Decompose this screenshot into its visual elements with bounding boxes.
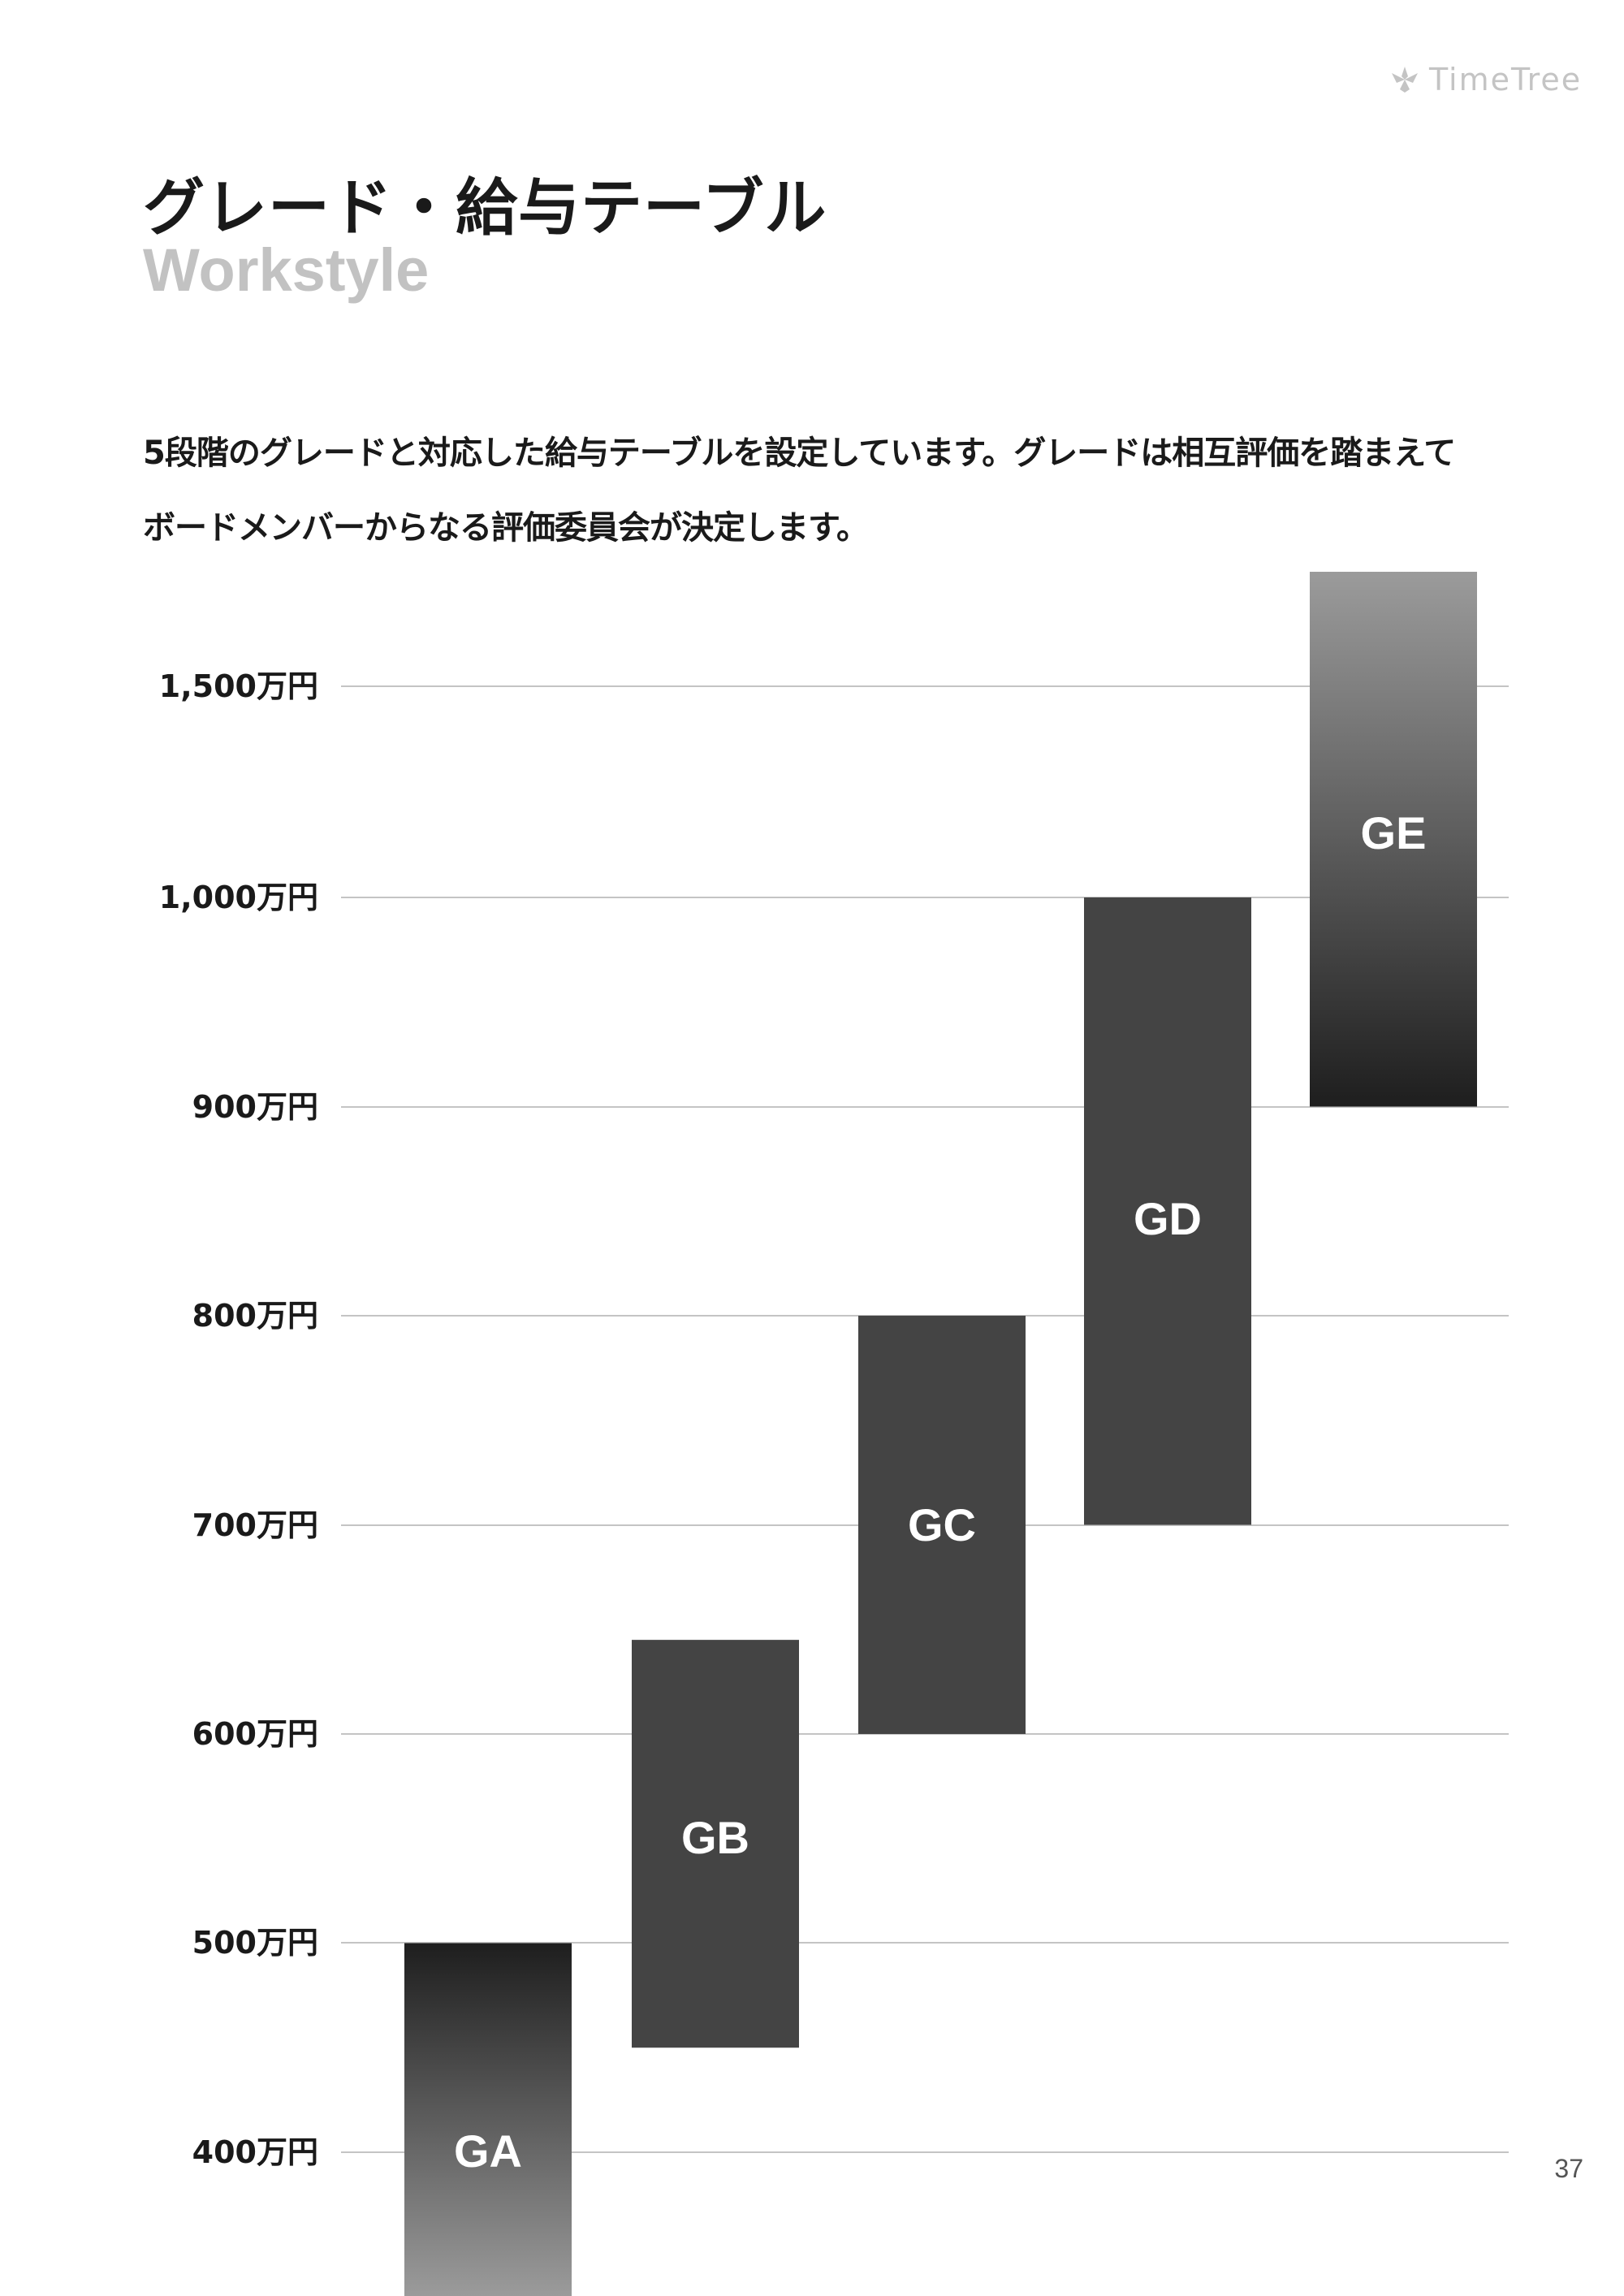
- logo-text: TimeTree: [1429, 62, 1583, 97]
- description: 5段階のグレードと対応した給与テーブルを設定しています。グレードは相互評価を踏ま…: [143, 435, 1456, 547]
- y-tick-label: 500万円: [192, 1925, 318, 1961]
- y-tick-label: 1,000万円: [159, 880, 318, 915]
- y-tick-label: 700万円: [192, 1507, 318, 1543]
- bar-gb: [632, 1640, 799, 2048]
- y-tick-label: 600万円: [192, 1716, 318, 1752]
- y-tick-label: 900万円: [192, 1089, 318, 1125]
- bar-ga: [404, 1943, 572, 2296]
- bar-gd: [1084, 897, 1251, 1525]
- bar-label-gd: GD: [1134, 1193, 1202, 1244]
- page-title: グレード・給与テーブル: [143, 171, 827, 244]
- bar-ge: [1310, 572, 1477, 1107]
- brand-logo: TimeTree: [1389, 58, 1582, 101]
- page-subtitle: Workstyle: [143, 236, 430, 304]
- bar-label-ga: GA: [454, 2125, 522, 2177]
- y-tick-label: 800万円: [192, 1298, 318, 1334]
- page-number: 37: [1554, 2154, 1583, 2183]
- bar-gc: [858, 1316, 1026, 1734]
- bar-label-gb: GB: [681, 1812, 749, 1863]
- bar-label-gc: GC: [908, 1499, 976, 1550]
- y-tick-label: 400万円: [192, 2134, 318, 2170]
- bar-labels: GA GB GC GD GE: [454, 807, 1426, 2177]
- y-tick-label: 1,500万円: [159, 668, 318, 704]
- tree-leaf-icon: [1392, 67, 1418, 93]
- y-axis-ticks: 400万円 500万円 600万円 700万円 800万円 900万円 1,000万円 1,5…: [159, 668, 318, 2170]
- bar-label-ge: GE: [1361, 807, 1427, 858]
- chart-bars: [404, 572, 1477, 2296]
